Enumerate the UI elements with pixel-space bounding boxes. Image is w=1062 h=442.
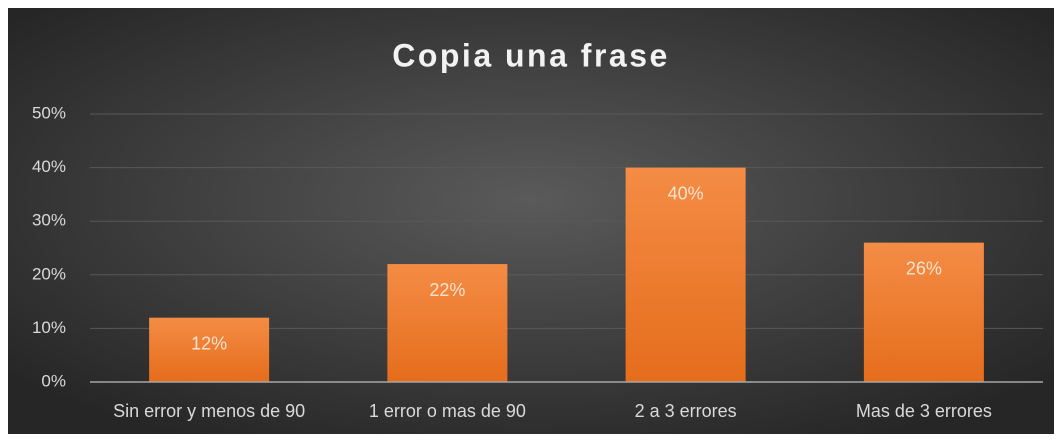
data-label: 22% <box>429 280 465 300</box>
bar <box>387 264 508 382</box>
x-tick-label: 1 error o mas de 90 <box>369 401 526 421</box>
y-tick-label: 10% <box>32 318 66 337</box>
bar <box>149 317 270 382</box>
x-tick-label: Sin error y menos de 90 <box>113 401 305 421</box>
data-label: 26% <box>906 258 942 278</box>
bar <box>863 242 984 382</box>
y-tick-label: 50% <box>32 103 66 122</box>
x-tick-label: Mas de 3 errores <box>856 401 992 421</box>
data-label: 12% <box>191 333 227 353</box>
y-tick-label: 20% <box>32 264 66 283</box>
y-tick-label: 0% <box>41 371 66 390</box>
y-tick-label: 30% <box>32 211 66 230</box>
x-tick-label: 2 a 3 errores <box>635 401 737 421</box>
chart-title: Copia una frase <box>392 37 670 73</box>
bar <box>625 167 746 382</box>
y-tick-label: 40% <box>32 157 66 176</box>
data-label: 40% <box>668 183 704 203</box>
